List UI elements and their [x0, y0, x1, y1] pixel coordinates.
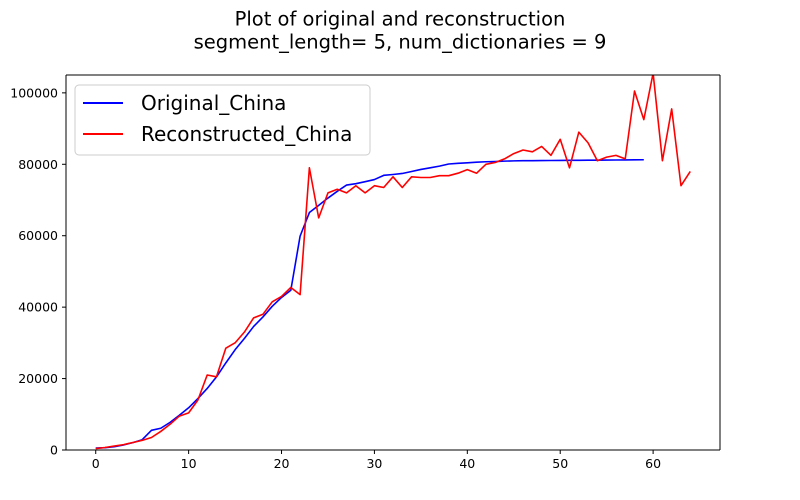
legend-label-reconstructed-china: Reconstructed_China	[141, 122, 352, 146]
series-line-original-china	[95, 158, 644, 449]
x-tick-label: 0	[92, 456, 100, 471]
x-tick-label: 10	[181, 456, 197, 471]
y-tick-label: 80000	[18, 157, 58, 172]
x-tick-label: 30	[366, 456, 382, 471]
y-tick-label: 20000	[18, 371, 58, 386]
chart-title: Plot of original and reconstruction	[235, 8, 566, 31]
legend: Original_China Reconstructed_China	[74, 84, 371, 156]
x-tick-label: 50	[552, 456, 568, 471]
y-tick-label: 40000	[18, 300, 58, 315]
series-line-reconstructed-china	[95, 75, 691, 450]
x-tick-label: 40	[459, 456, 475, 471]
series-layer	[95, 75, 691, 450]
y-tick-label: 100000	[10, 85, 58, 100]
legend-label-original-china: Original_China	[141, 91, 286, 115]
x-tick-label: 60	[645, 456, 661, 471]
x-tick-label: 20	[274, 456, 290, 471]
y-tick-label: 60000	[18, 228, 58, 243]
chart-subtitle: segment_length= 5, num_dictionaries = 9	[194, 31, 607, 54]
y-tick-label: 0	[50, 443, 58, 458]
legend-box	[74, 84, 371, 156]
axes-layer: 0 10 20 30 40 50 60 0 20000 40000 60000 80000 100000	[10, 74, 721, 471]
